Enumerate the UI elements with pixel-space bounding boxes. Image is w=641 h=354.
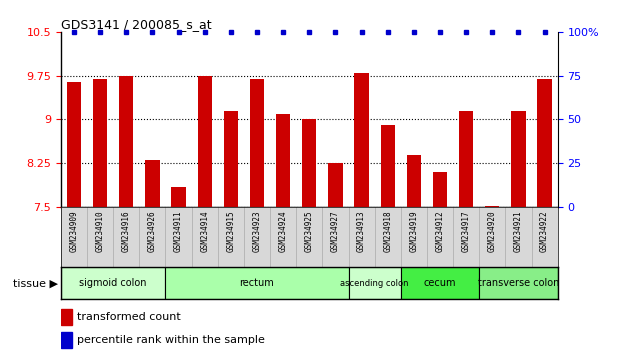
Bar — [406, 154, 421, 207]
Text: rectum: rectum — [240, 278, 274, 288]
Text: GSM234922: GSM234922 — [540, 210, 549, 252]
Bar — [459, 111, 473, 207]
Text: GSM234914: GSM234914 — [200, 210, 209, 252]
Bar — [171, 187, 186, 207]
Text: GSM234917: GSM234917 — [462, 210, 470, 252]
Bar — [479, 267, 558, 299]
Text: GSM234923: GSM234923 — [253, 210, 262, 252]
Text: GSM234911: GSM234911 — [174, 210, 183, 252]
Text: GSM234912: GSM234912 — [435, 210, 444, 252]
Bar — [61, 267, 165, 299]
Bar — [119, 76, 133, 207]
Bar — [61, 332, 72, 348]
Bar — [328, 163, 343, 207]
Bar — [146, 160, 160, 207]
Text: tissue ▶: tissue ▶ — [13, 278, 58, 288]
Bar — [401, 267, 479, 299]
Bar — [250, 79, 264, 207]
Bar — [61, 309, 72, 325]
Text: ascending colon: ascending colon — [340, 279, 409, 288]
Text: sigmoid colon: sigmoid colon — [79, 278, 147, 288]
Text: percentile rank within the sample: percentile rank within the sample — [77, 335, 265, 346]
Text: GSM234927: GSM234927 — [331, 210, 340, 252]
Bar — [349, 267, 401, 299]
Bar — [512, 111, 526, 207]
Bar — [537, 79, 552, 207]
Bar — [485, 206, 499, 207]
Text: cecum: cecum — [424, 278, 456, 288]
Text: GSM234919: GSM234919 — [410, 210, 419, 252]
Bar — [381, 125, 395, 207]
Bar — [224, 111, 238, 207]
Bar — [276, 114, 290, 207]
Text: GDS3141 / 200085_s_at: GDS3141 / 200085_s_at — [61, 18, 212, 31]
Text: transverse colon: transverse colon — [478, 278, 559, 288]
Text: GSM234915: GSM234915 — [226, 210, 235, 252]
Bar — [433, 172, 447, 207]
Text: GSM234924: GSM234924 — [279, 210, 288, 252]
Text: GSM234921: GSM234921 — [514, 210, 523, 252]
Text: GSM234918: GSM234918 — [383, 210, 392, 252]
Text: GSM234920: GSM234920 — [488, 210, 497, 252]
Bar — [302, 119, 317, 207]
Bar — [93, 79, 107, 207]
Bar — [165, 267, 349, 299]
Text: GSM234916: GSM234916 — [122, 210, 131, 252]
Text: GSM234925: GSM234925 — [304, 210, 314, 252]
Text: transformed count: transformed count — [77, 312, 181, 322]
Text: GSM234913: GSM234913 — [357, 210, 366, 252]
Bar — [197, 76, 212, 207]
Bar — [354, 73, 369, 207]
Text: GSM234909: GSM234909 — [69, 210, 78, 252]
Text: GSM234926: GSM234926 — [148, 210, 157, 252]
Bar — [67, 81, 81, 207]
Text: GSM234910: GSM234910 — [96, 210, 104, 252]
